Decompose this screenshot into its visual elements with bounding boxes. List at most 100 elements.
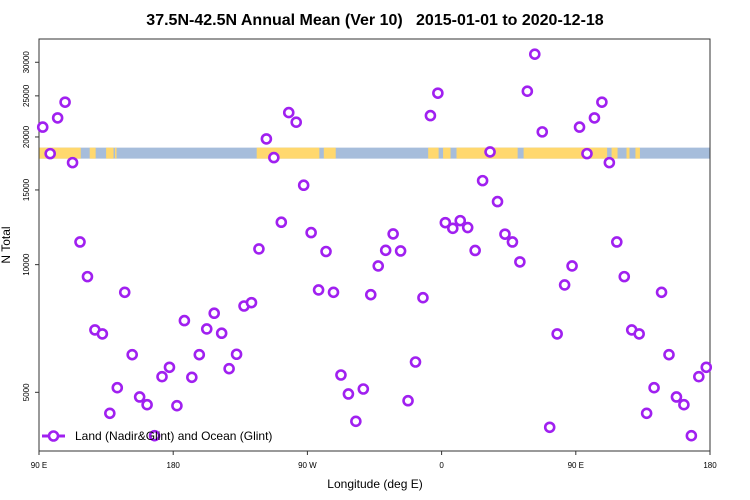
- data-point: [417, 291, 429, 304]
- data-point: [611, 236, 623, 248]
- land-segment: [523, 147, 608, 159]
- data-point: [499, 228, 511, 240]
- data-point: [74, 236, 86, 248]
- data-point: [327, 286, 340, 299]
- land-segment: [106, 147, 114, 159]
- data-point: [141, 398, 153, 411]
- data-point: [230, 348, 243, 361]
- data-point: [387, 228, 399, 240]
- data-point: [491, 195, 504, 208]
- chart-title: 37.5N-42.5N Annual Mean (Ver 10) 2015-01…: [146, 12, 604, 29]
- data-point: [297, 179, 310, 192]
- y-tick-label: 15000: [22, 178, 31, 201]
- data-point: [424, 109, 437, 122]
- data-point: [655, 286, 668, 299]
- data-point: [558, 279, 571, 291]
- data-point: [484, 146, 496, 158]
- data-point: [633, 328, 645, 340]
- data-point: [118, 286, 131, 299]
- data-point: [446, 222, 459, 235]
- data-point: [454, 214, 467, 227]
- data-point: [66, 156, 79, 169]
- data-point: [36, 121, 49, 133]
- data-point: [126, 348, 138, 361]
- data-point: [514, 256, 526, 268]
- data-point: [693, 370, 705, 383]
- data-point: [432, 87, 444, 99]
- land-segment: [443, 147, 451, 159]
- y-axis-label: N Total: [0, 226, 13, 263]
- data-point: [268, 151, 280, 164]
- data-point: [133, 391, 146, 403]
- data-point: [81, 270, 94, 283]
- data-point: [51, 112, 64, 124]
- data-point: [163, 361, 176, 374]
- data-point: [521, 85, 534, 98]
- data-point: [640, 407, 653, 420]
- land-segment: [428, 147, 439, 159]
- data-point: [223, 362, 235, 375]
- land-segment: [256, 147, 320, 159]
- y-tick-label: 10000: [22, 253, 31, 276]
- x-axis-label: Longitude (deg E): [327, 477, 422, 491]
- data-point: [186, 371, 198, 384]
- x-tick-label: 90 E: [568, 461, 584, 470]
- data-point: [275, 216, 288, 229]
- land-segment: [323, 147, 336, 159]
- data-point: [335, 369, 347, 381]
- data-point: [96, 328, 109, 340]
- data-point: [208, 307, 221, 320]
- data-point: [245, 296, 258, 309]
- data-point: [700, 361, 713, 374]
- data-point: [402, 394, 414, 407]
- data-point: [528, 48, 541, 60]
- data-point: [357, 383, 370, 395]
- data-point: [670, 391, 683, 403]
- data-point: [648, 381, 660, 394]
- y-axis: 5000 10000 15000 20000 25000 30000: [22, 51, 39, 401]
- data-point: [104, 407, 116, 420]
- data-point: [364, 288, 377, 301]
- x-tick-label: 90 W: [298, 461, 317, 470]
- data-point: [193, 348, 206, 361]
- data-point: [596, 96, 608, 108]
- plot-frame: [38, 38, 711, 452]
- data-point: [156, 370, 168, 383]
- data-point: [171, 399, 183, 412]
- land-segment: [611, 147, 618, 159]
- land-segment: [39, 147, 81, 159]
- legend-marker: [47, 430, 60, 442]
- data-point: [506, 236, 519, 248]
- data-point: [111, 381, 124, 394]
- data-point: [618, 270, 631, 283]
- land-segment: [626, 147, 630, 159]
- data-point: [312, 284, 325, 296]
- data-point: [536, 126, 549, 138]
- data-point: [253, 243, 265, 255]
- legend: Land (Nadir&Glint) and Ocean (Glint): [42, 429, 272, 443]
- land-segment: [115, 147, 117, 159]
- data-point: [260, 133, 273, 145]
- data-point: [566, 260, 578, 272]
- x-axis: 90 E 180 90 W 0 90 E 180: [31, 451, 717, 470]
- data-point: [663, 348, 675, 361]
- y-tick-label: 30000: [22, 51, 31, 74]
- y-tick-label: 20000: [22, 125, 31, 148]
- data-point: [409, 356, 422, 368]
- data-point: [588, 112, 601, 124]
- ocean-band: [39, 147, 710, 159]
- data-point: [394, 245, 407, 257]
- data-point: [215, 327, 228, 340]
- data-point: [603, 156, 616, 169]
- data-point: [178, 314, 191, 327]
- data-point: [469, 244, 481, 257]
- data-point: [305, 226, 317, 239]
- legend-label: Land (Nadir&Glint) and Ocean (Glint): [75, 429, 272, 443]
- data-point: [685, 429, 698, 442]
- data-point: [379, 244, 392, 257]
- data-point: [551, 328, 563, 340]
- data-point: [581, 147, 593, 160]
- data-points: [36, 48, 713, 442]
- land-segment: [635, 147, 640, 159]
